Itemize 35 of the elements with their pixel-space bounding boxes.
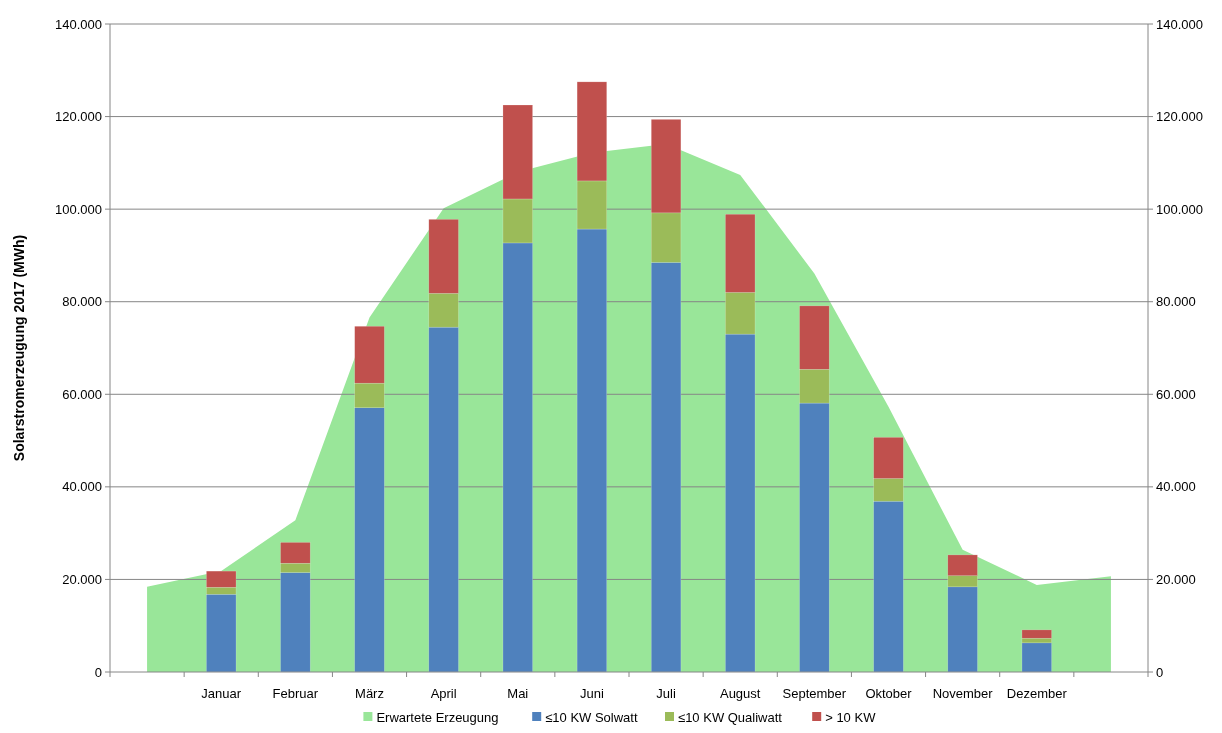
y2-tick-label: 80.000 [1156,294,1196,310]
y-tick-label: 0 [94,664,102,680]
legend-label: > 10 KW [825,710,877,725]
y2-tick-label: 0 [1156,664,1164,680]
y-tick-label: 60.000 [62,386,102,402]
x-tick-label: Mai [507,686,529,701]
legend-label: Erwartete Erzeugung [376,710,499,725]
x-tick-label: April [430,686,457,701]
bar [1021,642,1052,673]
bar [1021,629,1052,639]
legend-label: ≤10 KW Solwatt [545,710,638,725]
x-tick-label: Februar [272,686,319,701]
x-tick-label: März [355,686,384,701]
y-tick-label: 80.000 [62,294,102,310]
y2-tick-label: 40.000 [1156,479,1196,495]
x-tick-label: August [719,686,761,701]
y2-tick-label: 20.000 [1156,571,1196,587]
legend-label: ≤10 KW Qualiwatt [678,710,783,725]
x-tick-label: September [782,686,847,701]
y-tick-label: 120.000 [55,109,102,125]
y-tick-label: 20.000 [62,571,102,587]
y-axis-title: Solarstromerzeugung 2017 (MWh) [11,234,27,462]
y2-tick-label: 140.000 [1156,16,1203,32]
y2-tick-label: 60.000 [1156,386,1196,402]
y-tick-label: 140.000 [55,16,102,32]
x-tick-label: Januar [201,686,242,701]
x-tick-label: Dezember [1006,686,1068,701]
x-tick-label: Juli [656,686,676,701]
x-tick-label: Juni [580,686,604,701]
y2-tick-label: 100.000 [1156,201,1203,217]
x-tick-label: Oktober [865,686,913,701]
y2-tick-label: 120.000 [1156,109,1203,125]
y-tick-label: 40.000 [62,479,102,495]
y-tick-label: 100.000 [55,201,102,217]
x-tick-label: November [932,686,994,701]
